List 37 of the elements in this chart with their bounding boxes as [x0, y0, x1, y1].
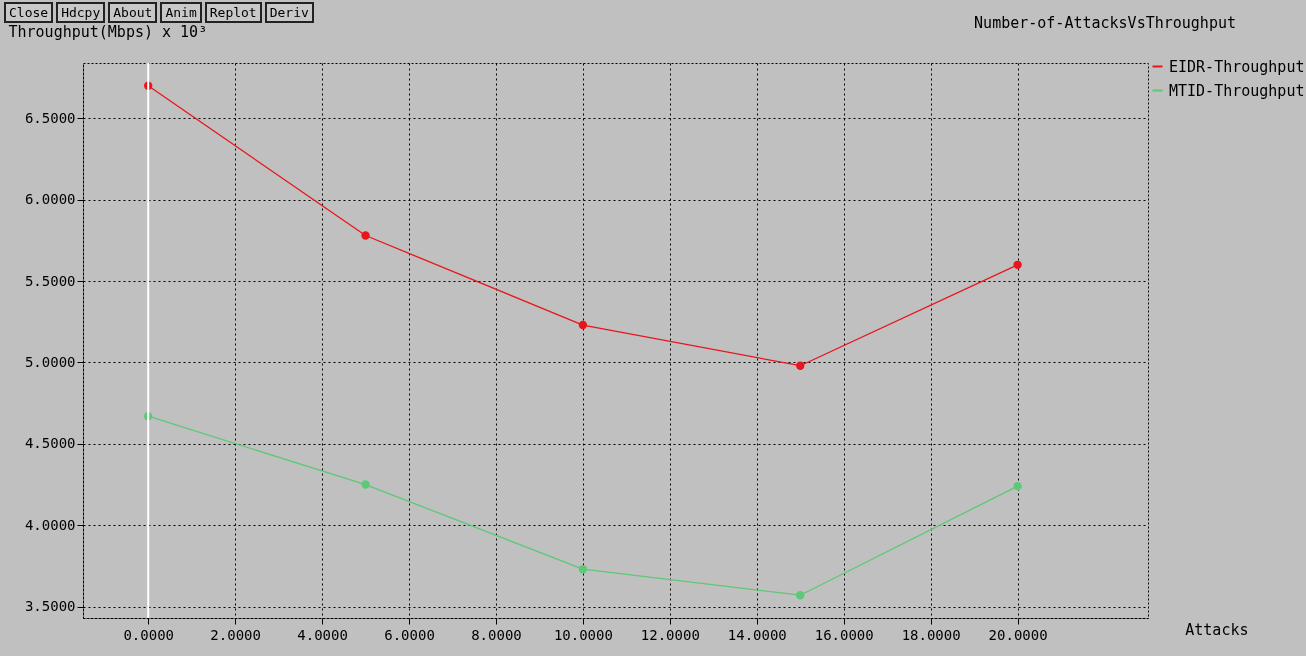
point: [361, 231, 370, 240]
point: [578, 565, 588, 574]
x-tick-label: 6.0000: [384, 626, 435, 643]
y-tick-label: 4.0000: [24, 516, 76, 533]
point: [796, 591, 805, 600]
point: [578, 320, 588, 330]
text: Hdcpy: [56, 2, 106, 23]
text: Close: [4, 2, 54, 23]
y-tick-label: 5.0000: [24, 353, 76, 370]
y-tick-label: 5.5000: [24, 272, 76, 289]
x-tick-label: 12.0000: [640, 626, 700, 643]
legend-label: EIDR-Throughput: [1169, 57, 1305, 76]
x-tick-label: 0.0000: [123, 626, 174, 643]
text: Replot: [204, 2, 262, 23]
x-tick-label: 8.0000: [471, 626, 522, 643]
point: [1013, 481, 1022, 491]
y-tick-label: 6.5000: [24, 109, 76, 126]
x-tick-label: 18.0000: [901, 626, 961, 643]
text: Anim: [160, 2, 202, 23]
x-tick-label: 4.0000: [297, 626, 348, 643]
point: [1013, 260, 1022, 269]
y-axis-title: Throughput(Mbps) x 10³: [8, 22, 208, 41]
x-tick-label: 20.0000: [988, 626, 1048, 643]
chart-title: Number-of-AttacksVsThroughput: [974, 14, 1236, 32]
point: [361, 480, 370, 489]
text: Deriv: [264, 2, 314, 23]
x-axis-title: Attacks: [1185, 620, 1249, 639]
y-tick-label: 4.5000: [24, 435, 76, 452]
point: [796, 361, 805, 370]
x-tick-label: 10.0000: [553, 626, 613, 643]
x-tick-label: 2.0000: [210, 626, 261, 643]
y-tick-label: 3.5000: [24, 598, 76, 615]
legend-label: MTID-Throughput: [1169, 81, 1305, 100]
x-tick-label: 16.0000: [814, 626, 874, 643]
y-tick-label: 6.0000: [24, 191, 76, 208]
x-tick-label: 14.0000: [727, 626, 787, 643]
text: About: [108, 2, 158, 23]
